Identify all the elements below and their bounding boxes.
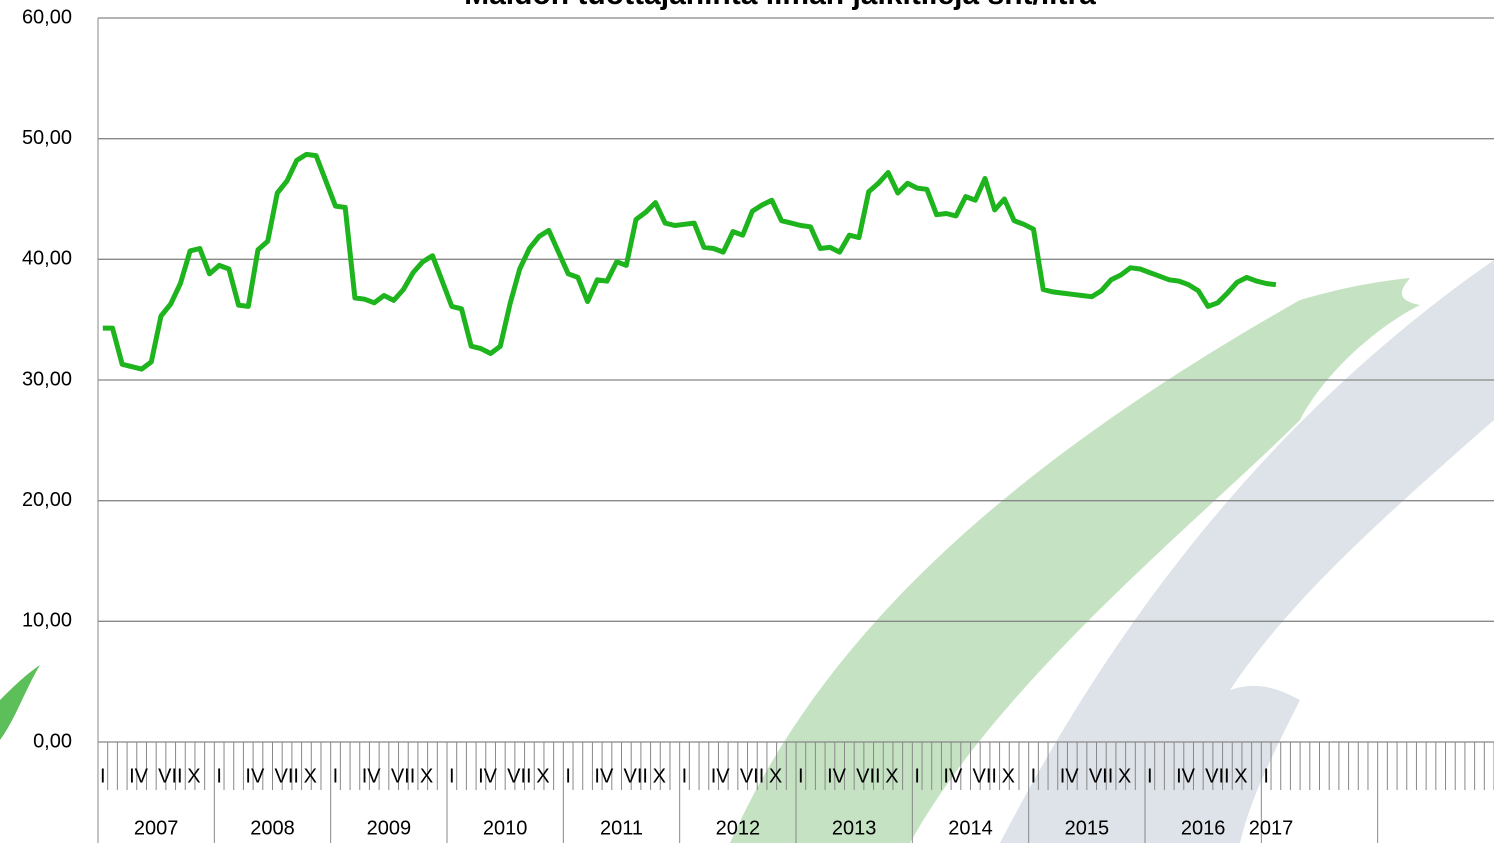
x-tick-label: VII — [507, 765, 531, 787]
year-label: 2008 — [250, 817, 295, 839]
year-label: 2016 — [1181, 817, 1226, 839]
x-tick-label: I — [1031, 765, 1037, 787]
x-tick-label: IV — [362, 765, 382, 787]
x-tick-label: X — [769, 765, 782, 787]
x-tick-label: I — [100, 765, 106, 787]
x-tick-label: VII — [1205, 765, 1229, 787]
x-tick-label: IV — [711, 765, 731, 787]
y-tick-label: 20,00 — [22, 489, 72, 511]
y-tick-label: 30,00 — [22, 368, 72, 390]
y-tick-label: 40,00 — [22, 248, 72, 270]
x-tick-label: VII — [1089, 765, 1113, 787]
x-tick-label: X — [885, 765, 898, 787]
x-tick-label: I — [914, 765, 920, 787]
x-tick-label: VII — [624, 765, 648, 787]
x-tick-label: IV — [478, 765, 498, 787]
x-tick-label: X — [536, 765, 549, 787]
x-tick-label: IV — [129, 765, 149, 787]
x-tick-label: IV — [1060, 765, 1080, 787]
x-tick-label: I — [1147, 765, 1153, 787]
x-tick-label: I — [1263, 765, 1269, 787]
x-tick-label: IV — [245, 765, 265, 787]
x-tick-label: VII — [740, 765, 764, 787]
year-label: 2011 — [600, 817, 643, 839]
decor-leaf — [0, 665, 40, 740]
x-tick-label: IV — [827, 765, 847, 787]
x-tick-label: X — [1002, 765, 1015, 787]
x-tick-label: VII — [158, 765, 182, 787]
chart-title: Maidon tuottajahinta ilman jälkitilejä s… — [464, 0, 1096, 11]
x-tick-label: X — [304, 765, 317, 787]
x-tick-label: IV — [943, 765, 963, 787]
year-label: 2010 — [483, 817, 528, 839]
x-tick-label: X — [187, 765, 200, 787]
x-tick-label: VII — [856, 765, 880, 787]
year-label: 2015 — [1065, 817, 1110, 839]
y-tick-label: 10,00 — [22, 610, 72, 632]
x-tick-label: I — [333, 765, 339, 787]
year-label: 2013 — [832, 817, 877, 839]
x-tick-label: VII — [391, 765, 415, 787]
year-label: 2007 — [134, 817, 179, 839]
x-tick-label: I — [565, 765, 571, 787]
year-label: 2014 — [948, 817, 993, 839]
x-tick-label: X — [1234, 765, 1247, 787]
x-tick-label: X — [420, 765, 433, 787]
year-label: 2017 — [1249, 817, 1294, 839]
x-tick-label: IV — [1176, 765, 1196, 787]
x-tick-label: I — [449, 765, 455, 787]
x-tick-label: VII — [973, 765, 997, 787]
x-tick-label: X — [653, 765, 666, 787]
y-tick-label: 50,00 — [22, 127, 72, 149]
x-tick-label: I — [798, 765, 804, 787]
chart: Maidon tuottajahinta ilman jälkitilejä s… — [0, 0, 1494, 843]
data-line — [103, 154, 1276, 369]
year-label: 2012 — [716, 817, 761, 839]
y-tick-label: 0,00 — [33, 730, 72, 752]
x-tick-label: I — [682, 765, 688, 787]
x-tick-label: IV — [594, 765, 614, 787]
year-label: 2009 — [367, 817, 412, 839]
y-tick-label: 60,00 — [22, 6, 72, 28]
x-tick-label: X — [1118, 765, 1131, 787]
x-tick-label: I — [216, 765, 222, 787]
x-tick-label: VII — [275, 765, 299, 787]
